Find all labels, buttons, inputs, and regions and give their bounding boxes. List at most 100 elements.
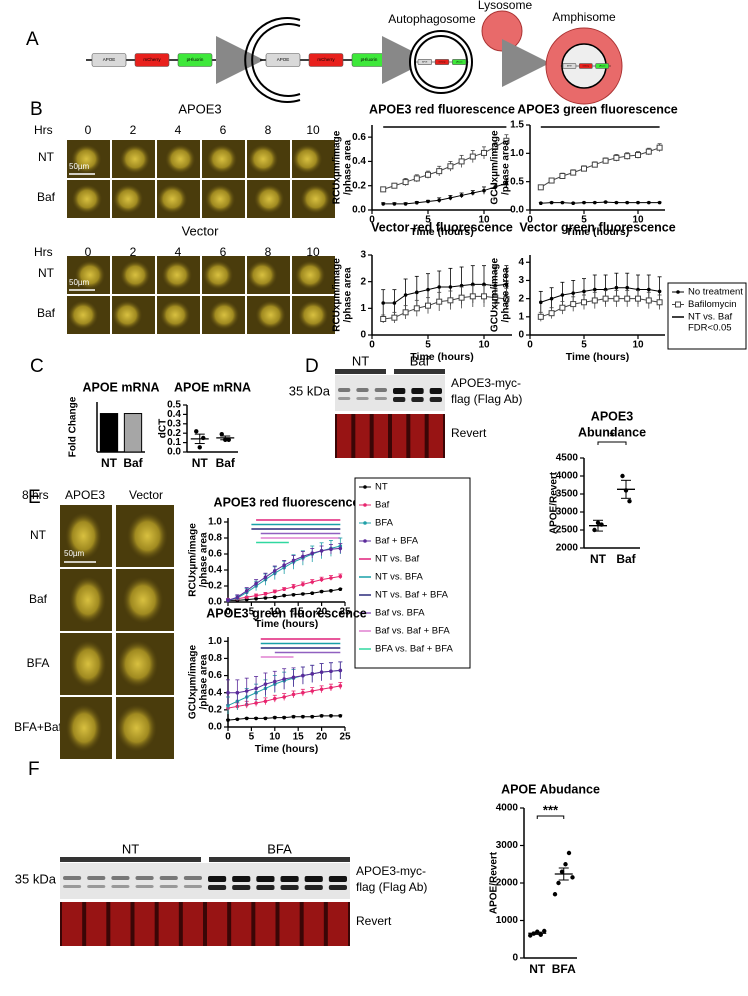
data-point <box>381 301 386 305</box>
data-point <box>425 302 431 309</box>
y-tick-label: 0.4 <box>208 565 222 576</box>
data-point <box>602 157 609 164</box>
data-point <box>226 718 230 722</box>
data-point <box>425 171 431 178</box>
micrograph-cell <box>205 184 236 214</box>
data-point <box>492 294 499 301</box>
data-point <box>282 695 286 699</box>
series-line <box>540 201 660 204</box>
data-point <box>591 297 598 304</box>
data-point <box>263 682 268 686</box>
construct-part <box>579 63 593 69</box>
data-point <box>329 685 333 690</box>
micrograph-cell <box>292 144 323 174</box>
y-tick-label: 0.2 <box>167 428 181 439</box>
data-point <box>282 593 286 598</box>
data-point <box>481 293 487 300</box>
data-point <box>273 696 277 701</box>
construct-label: pHluorin <box>599 64 605 67</box>
data-point <box>235 717 240 722</box>
revert-lane <box>392 414 407 458</box>
diagram-label: Amphisome <box>552 10 616 24</box>
data-point <box>282 587 286 591</box>
hours-label: Hrs <box>34 123 53 137</box>
micrograph-cell <box>116 704 157 752</box>
blot-band <box>135 876 154 880</box>
blot-band <box>232 885 251 890</box>
y-tick-label: 0 <box>512 953 518 964</box>
revert-lane <box>279 902 300 946</box>
data-point <box>263 699 268 704</box>
x-tick-label: 15 <box>293 607 305 618</box>
data-point <box>415 290 419 295</box>
y-axis-label: /phase area <box>199 532 210 587</box>
bar <box>123 413 143 453</box>
x-tick-label: 5 <box>249 607 255 618</box>
x-axis-label: Time (hours) <box>410 351 473 363</box>
hour-label: 0 <box>85 245 92 259</box>
data-point <box>448 285 453 289</box>
data-point <box>571 201 575 205</box>
y-tick-label: 1 <box>360 303 366 314</box>
data-point <box>582 200 586 205</box>
data-point <box>602 295 609 302</box>
micrograph-cell <box>69 576 106 624</box>
micrograph-cell <box>71 144 102 174</box>
hour-label: 2 <box>130 245 137 259</box>
hours-label: Hrs <box>34 245 53 259</box>
data-point <box>620 473 625 479</box>
hour-label: 8 <box>265 245 272 259</box>
data-point <box>329 547 333 551</box>
construct-label: mCherry <box>439 61 446 63</box>
data-point <box>559 173 566 179</box>
data-point <box>319 549 324 553</box>
construct-part <box>417 59 432 65</box>
x-tick-label: NT <box>529 962 546 976</box>
y-axis-label: RCUxµm/image <box>332 130 343 204</box>
x-axis-label: Time (hours) <box>410 226 473 238</box>
data-point <box>301 690 305 695</box>
data-point <box>282 715 286 720</box>
x-tick-label: 20 <box>316 732 328 743</box>
hour-label: 2 <box>130 123 137 137</box>
data-point <box>437 285 442 289</box>
revert-lane <box>428 414 443 458</box>
data-point <box>319 714 324 718</box>
data-point <box>503 296 510 302</box>
series-line <box>383 295 507 320</box>
blot-band <box>429 388 442 394</box>
significance-label: *** <box>543 802 559 817</box>
construct-part <box>134 53 170 67</box>
data-point <box>563 862 568 867</box>
group-bar <box>209 857 350 862</box>
y-tick-label: 0.0 <box>208 722 222 733</box>
data-point <box>310 714 315 719</box>
legend-label: Baf vs. BFA <box>375 608 425 619</box>
micrograph-cell <box>298 300 329 330</box>
row-label: NT <box>38 150 55 164</box>
series-line <box>227 547 341 601</box>
y-tick-label: 4 <box>518 257 524 268</box>
band-label: APOE3-myc- <box>451 376 521 390</box>
data-point <box>603 200 608 204</box>
y-tick-label: 1.0 <box>208 517 222 528</box>
kda-label: 35 kDa <box>289 383 331 398</box>
blot-band <box>411 397 424 402</box>
revert-lane <box>355 414 370 458</box>
x-axis-label: Time (hours) <box>566 351 629 363</box>
construct-label: APOE <box>103 57 116 62</box>
panel-letter: E <box>28 487 41 508</box>
row-label: Baf <box>29 592 48 606</box>
y-tick-label: 0.4 <box>167 409 181 420</box>
group-label: Vector <box>182 223 220 238</box>
blot-band <box>328 885 347 890</box>
group-label: BFA <box>267 841 292 856</box>
x-tick-label: 0 <box>527 215 533 226</box>
blot-band <box>232 876 251 882</box>
x-tick-label: 5 <box>425 215 431 226</box>
data-point <box>254 686 258 691</box>
bar <box>99 413 119 453</box>
data-point <box>458 294 465 301</box>
data-point <box>319 687 324 692</box>
